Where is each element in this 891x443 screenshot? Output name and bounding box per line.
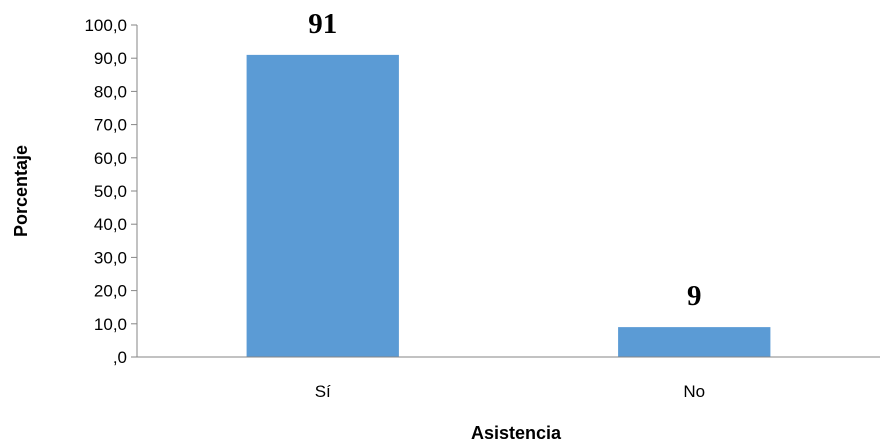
data-label: 91 <box>308 8 337 40</box>
data-label: 9 <box>687 280 702 312</box>
bar-1 <box>247 55 399 357</box>
category-label: Sí <box>315 382 331 401</box>
y-tick-label: 10,0 <box>94 315 127 334</box>
y-tick-label: 40,0 <box>94 215 127 234</box>
y-axis-title: Porcentaje <box>11 145 31 237</box>
bar-2 <box>618 327 770 357</box>
y-tick-label: ,0 <box>113 348 127 367</box>
y-tick-label: 60,0 <box>94 149 127 168</box>
y-tick-label: 20,0 <box>94 282 127 301</box>
category-label: No <box>683 382 705 401</box>
category-labels: Sí No <box>315 382 705 401</box>
y-tick-label: 80,0 <box>94 82 127 101</box>
y-tick-label: 90,0 <box>94 49 127 68</box>
y-tick-label: 100,0 <box>84 16 127 35</box>
x-axis-title: Asistencia <box>471 423 562 443</box>
y-tick-label: 30,0 <box>94 248 127 267</box>
y-tick-label: 70,0 <box>94 116 127 135</box>
y-tick-label: 50,0 <box>94 182 127 201</box>
y-axis-ticks: ,0 10,0 20,0 30,0 40,0 50,0 60,0 70,0 80,0 90,0 10… <box>84 16 137 367</box>
